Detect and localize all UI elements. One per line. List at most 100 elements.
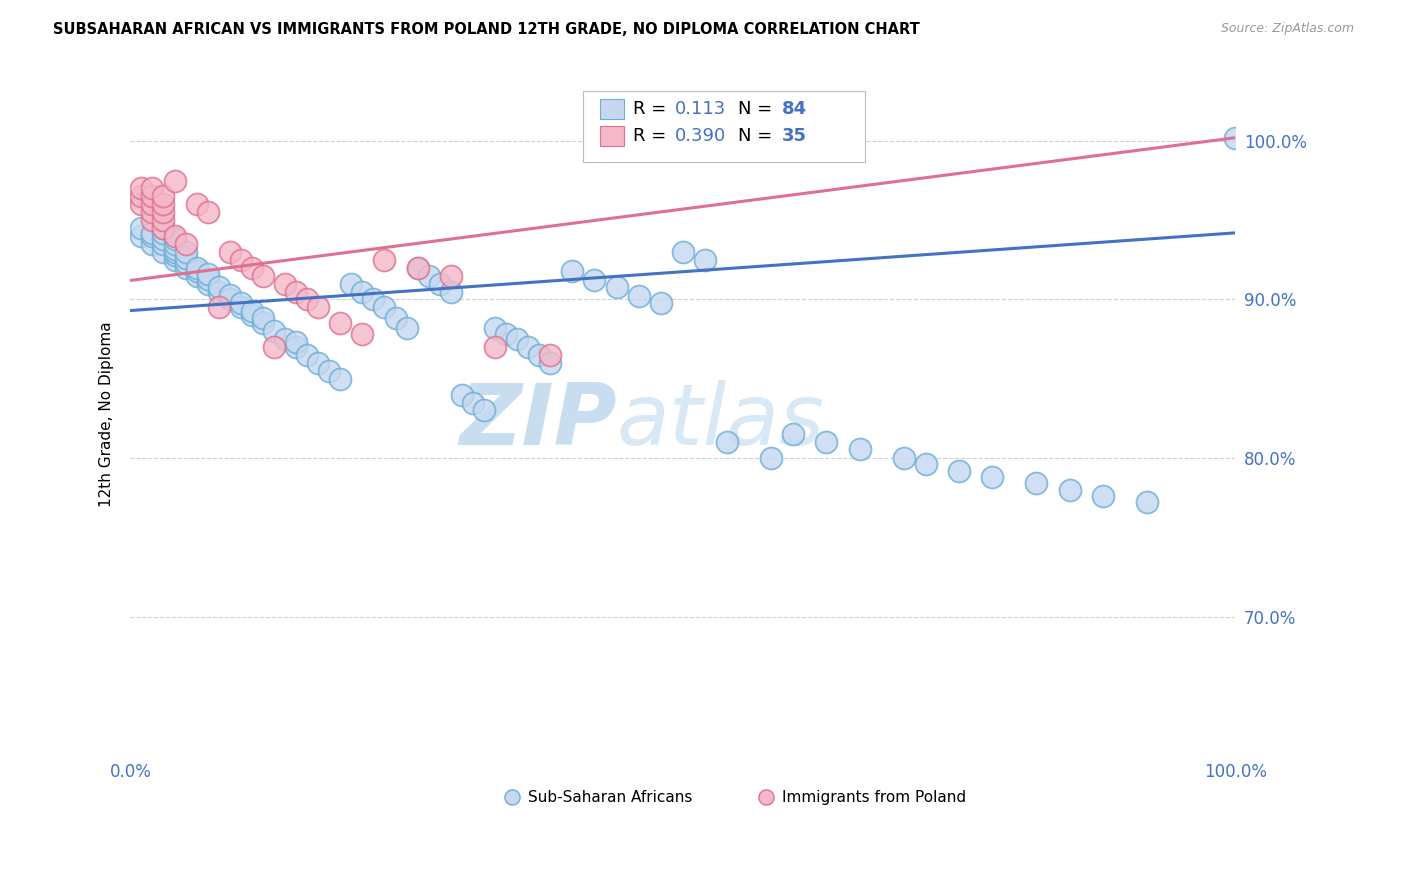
- Y-axis label: 12th Grade, No Diploma: 12th Grade, No Diploma: [100, 322, 114, 508]
- Point: [285, 340, 308, 354]
- Point: [174, 256, 197, 270]
- Point: [440, 285, 463, 299]
- FancyBboxPatch shape: [600, 99, 624, 120]
- Point: [285, 285, 308, 299]
- Point: [197, 267, 219, 281]
- Point: [307, 301, 329, 315]
- Point: [274, 277, 297, 291]
- Point: [163, 173, 186, 187]
- Point: [274, 332, 297, 346]
- Point: [208, 285, 231, 299]
- Point: [318, 364, 340, 378]
- Text: 0.390: 0.390: [675, 127, 727, 145]
- Point: [307, 356, 329, 370]
- Text: R =: R =: [633, 127, 672, 145]
- Text: 84: 84: [782, 100, 807, 118]
- Point: [131, 197, 153, 211]
- Text: SUBSAHARAN AFRICAN VS IMMIGRANTS FROM POLAND 12TH GRADE, NO DIPLOMA CORRELATION : SUBSAHARAN AFRICAN VS IMMIGRANTS FROM PO…: [53, 22, 920, 37]
- Point: [693, 252, 716, 267]
- Text: atlas: atlas: [616, 380, 824, 463]
- Point: [141, 229, 163, 244]
- Point: [141, 226, 163, 240]
- Point: [141, 189, 163, 203]
- Point: [915, 458, 938, 472]
- Point: [1025, 476, 1047, 491]
- Point: [252, 316, 274, 330]
- Point: [163, 236, 186, 251]
- Point: [152, 189, 174, 203]
- Point: [1091, 489, 1114, 503]
- Point: [815, 435, 838, 450]
- Point: [186, 264, 208, 278]
- Point: [893, 451, 915, 466]
- Point: [395, 321, 418, 335]
- Point: [406, 260, 429, 275]
- Point: [484, 321, 506, 335]
- Point: [218, 287, 240, 301]
- Point: [163, 229, 186, 244]
- Point: [1136, 495, 1159, 509]
- Point: [152, 205, 174, 219]
- Point: [384, 311, 406, 326]
- Point: [152, 221, 174, 235]
- Point: [352, 285, 374, 299]
- Point: [197, 272, 219, 286]
- Point: [672, 244, 695, 259]
- Point: [131, 221, 153, 235]
- Point: [141, 197, 163, 211]
- Point: [197, 205, 219, 219]
- FancyBboxPatch shape: [600, 126, 624, 146]
- Point: [152, 197, 174, 211]
- Point: [152, 244, 174, 259]
- Point: [373, 301, 395, 315]
- Point: [163, 244, 186, 259]
- Point: [429, 277, 451, 291]
- Point: [848, 442, 870, 456]
- Point: [152, 221, 174, 235]
- Point: [152, 236, 174, 251]
- Point: [163, 232, 186, 246]
- Point: [340, 277, 363, 291]
- Text: N =: N =: [738, 100, 778, 118]
- Point: [363, 293, 385, 307]
- Point: [538, 348, 561, 362]
- Point: [186, 197, 208, 211]
- Point: [295, 293, 318, 307]
- Point: [152, 226, 174, 240]
- FancyBboxPatch shape: [583, 91, 865, 161]
- Point: [163, 242, 186, 256]
- Point: [141, 205, 163, 219]
- Point: [782, 427, 804, 442]
- Point: [229, 252, 252, 267]
- Point: [240, 260, 263, 275]
- Point: [141, 236, 163, 251]
- Point: [329, 316, 352, 330]
- Point: [605, 279, 627, 293]
- Text: ZIP: ZIP: [458, 380, 616, 463]
- Point: [761, 451, 783, 466]
- Point: [1059, 483, 1081, 497]
- Point: [716, 435, 738, 450]
- Text: 35: 35: [782, 127, 807, 145]
- Point: [472, 403, 495, 417]
- Text: N =: N =: [738, 127, 778, 145]
- Point: [461, 395, 484, 409]
- Point: [418, 268, 440, 283]
- Point: [131, 181, 153, 195]
- Point: [1225, 130, 1247, 145]
- Point: [263, 340, 285, 354]
- Point: [163, 248, 186, 262]
- Point: [208, 301, 231, 315]
- Point: [252, 311, 274, 326]
- Point: [141, 213, 163, 227]
- Text: Immigrants from Poland: Immigrants from Poland: [782, 789, 966, 805]
- Point: [285, 335, 308, 350]
- Point: [163, 252, 186, 267]
- Point: [948, 464, 970, 478]
- Point: [627, 289, 650, 303]
- Point: [373, 252, 395, 267]
- Point: [131, 189, 153, 203]
- Point: [252, 268, 274, 283]
- Point: [197, 277, 219, 291]
- Point: [174, 236, 197, 251]
